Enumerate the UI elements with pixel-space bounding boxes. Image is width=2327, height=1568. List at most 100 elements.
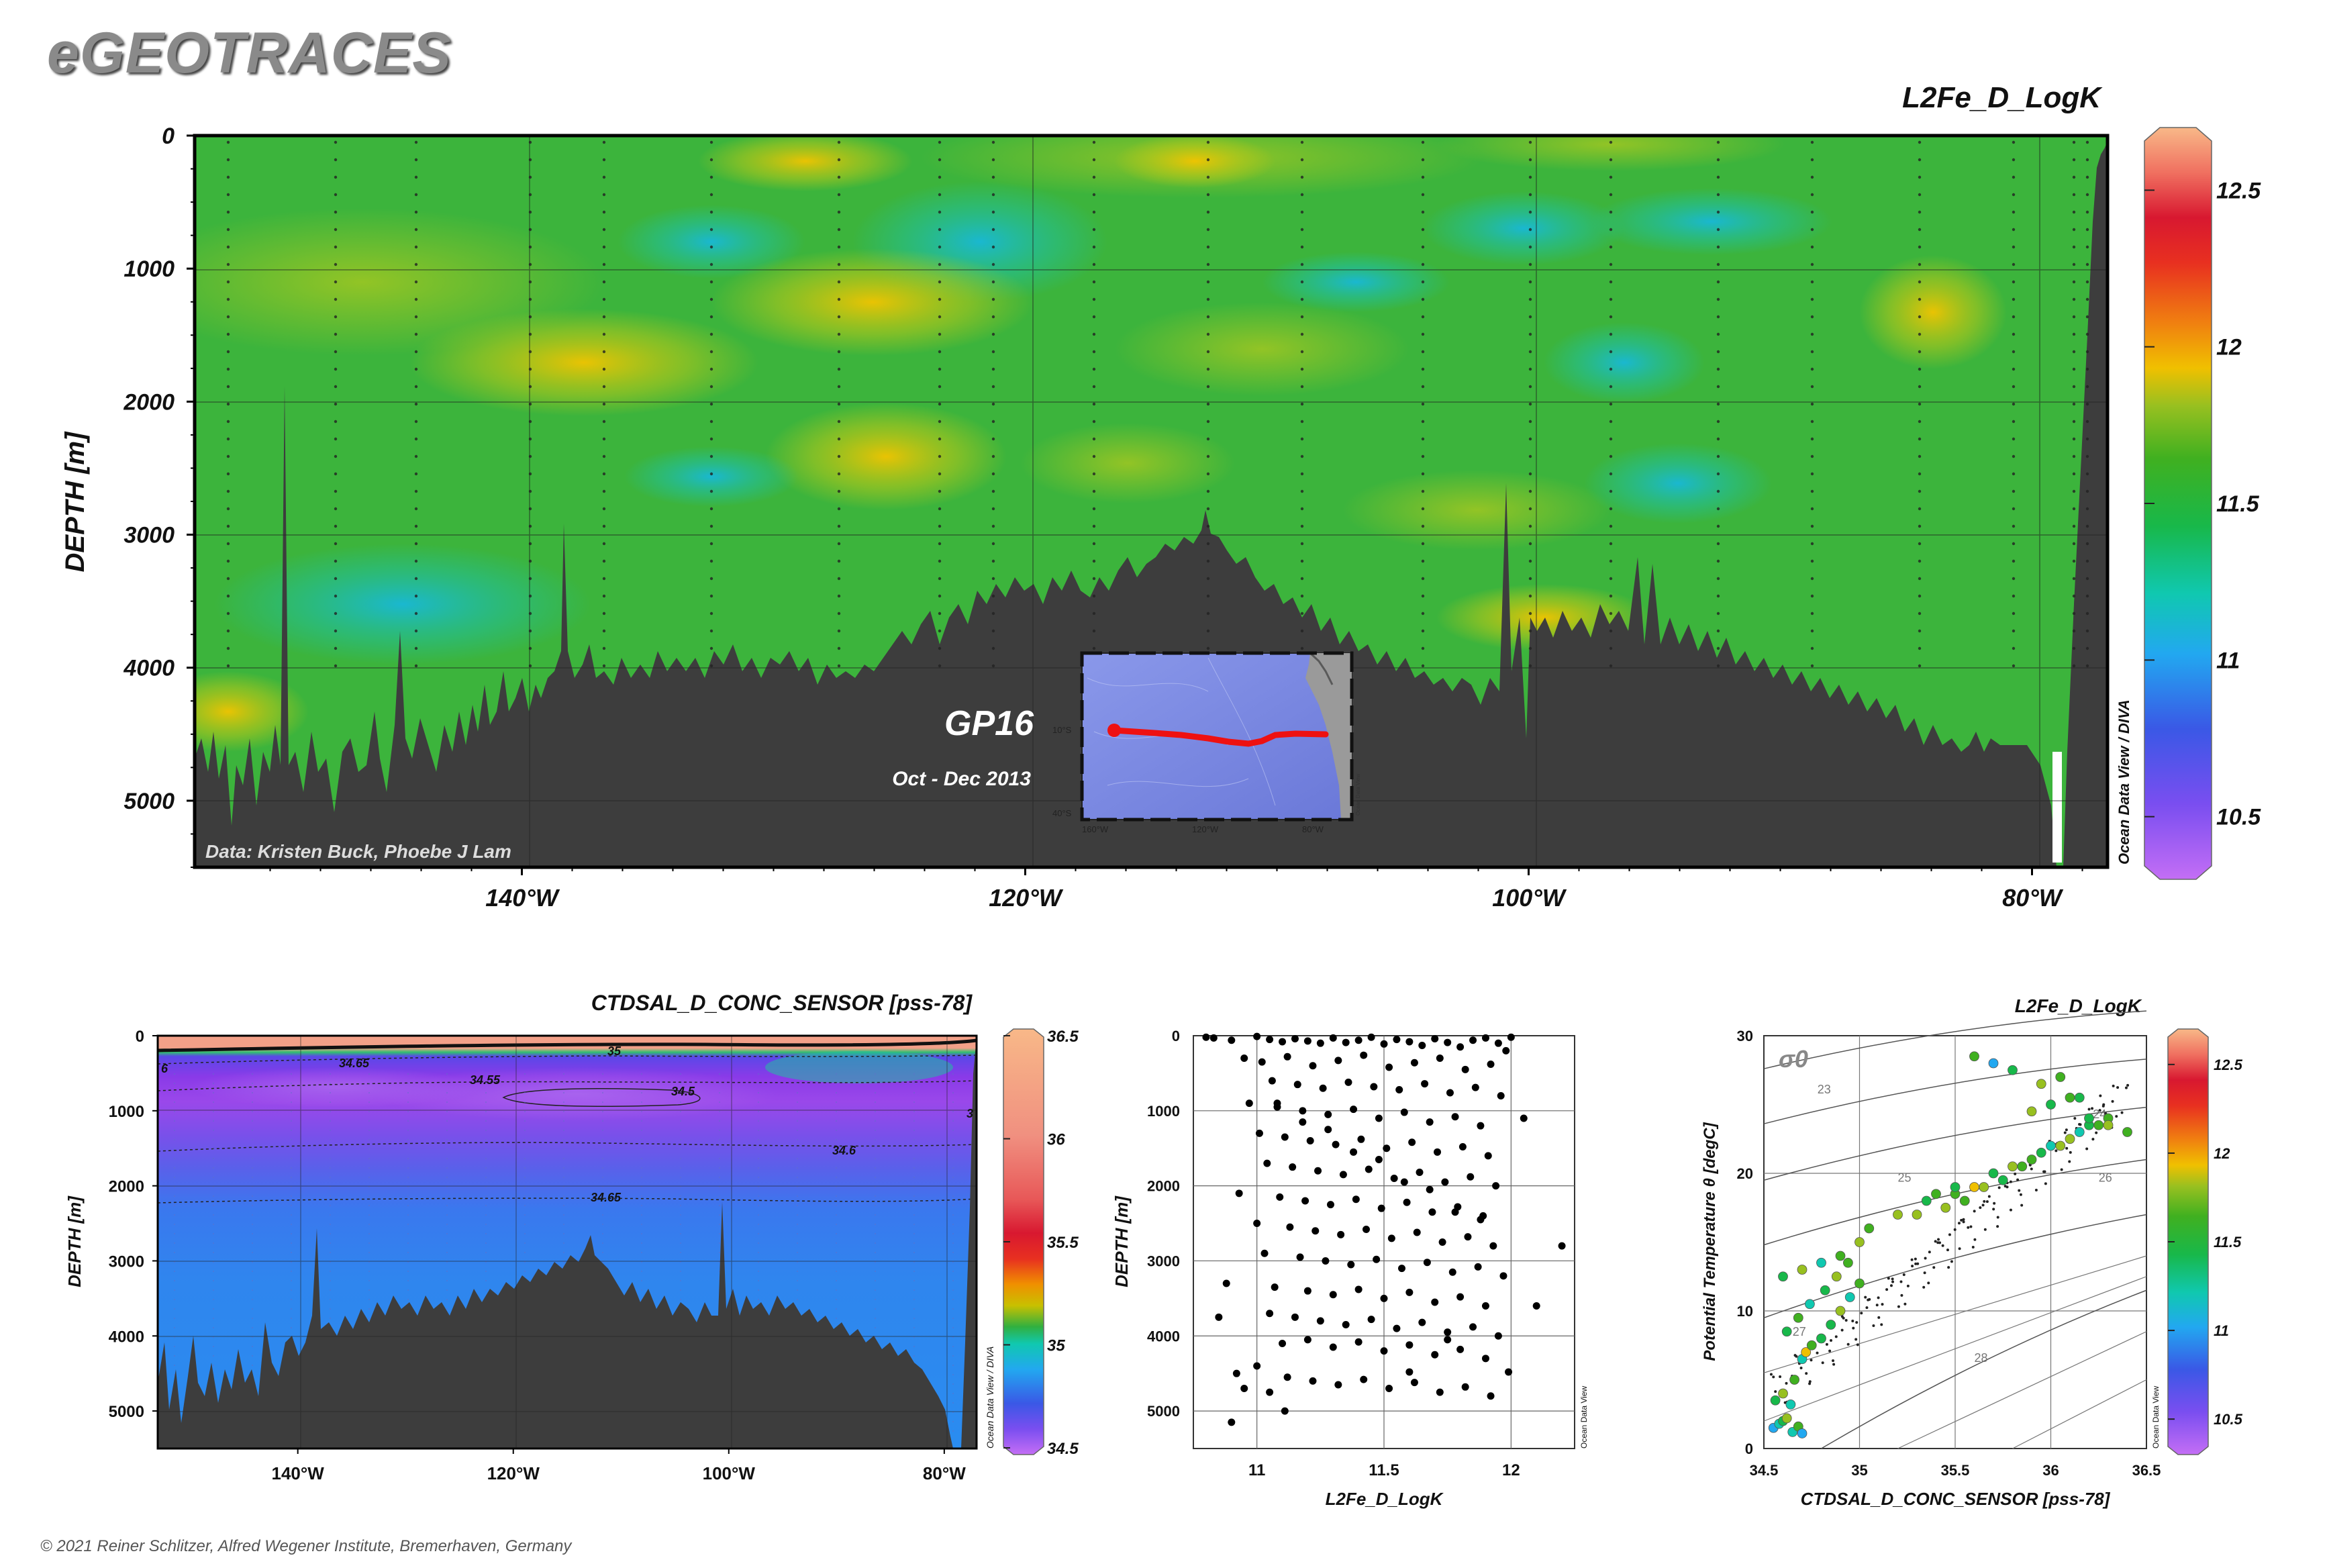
salinity-station-sample: [174, 1111, 175, 1112]
salinity-contour-label: 6: [161, 1062, 168, 1075]
depth-scatter-point: [1279, 1339, 1287, 1347]
ts-point: [2026, 1155, 2037, 1165]
depth-scatter-point: [1431, 1351, 1439, 1359]
salinity-station-sample: [252, 1224, 253, 1225]
ts-ctd-sample: [1852, 1326, 1855, 1330]
salinity-station-sample: [368, 1177, 370, 1178]
salinity-station-sample: [641, 1195, 642, 1197]
depth-scatter-point: [1352, 1195, 1360, 1204]
ts-ctd-sample: [1774, 1390, 1777, 1393]
ts-ctd-sample: [1971, 1246, 1975, 1249]
salinity-x-tick-label: 120°W: [487, 1463, 540, 1483]
main-station-sample: [2012, 367, 2016, 371]
salinity-station-sample: [875, 1177, 876, 1178]
salinity-station-sample: [330, 1195, 331, 1197]
salinity-station-sample: [836, 1308, 837, 1310]
inset-land-south-america: [1305, 653, 1352, 820]
salinity-station-sample: [485, 1224, 487, 1225]
depth-scatter-point: [1367, 1316, 1375, 1324]
depth-scatter-point: [1202, 1033, 1210, 1041]
main-station-sample: [334, 385, 338, 389]
ts-ctd-sample: [1936, 1241, 1940, 1244]
main-station-sample: [334, 280, 338, 284]
main-station-sample: [2072, 472, 2076, 476]
main-station-sample: [226, 454, 230, 458]
ts-ctd-sample: [2063, 1131, 2067, 1134]
salinity-station-sample: [407, 1073, 409, 1075]
main-station-sample: [1300, 559, 1304, 563]
salinity-station-sample: [174, 1233, 175, 1234]
salinity-station-sample: [213, 1205, 214, 1206]
main-station-sample: [528, 472, 532, 476]
main-station-sample: [1810, 350, 1814, 354]
main-seafloor: [195, 141, 2108, 867]
main-station-sample: [1421, 472, 1425, 476]
depth-scatter-point: [1281, 1407, 1289, 1415]
main-station-sample: [1810, 489, 1814, 493]
ts-point: [2046, 1099, 2056, 1110]
salinity-station-sample: [875, 1242, 876, 1244]
main-station-sample: [1300, 245, 1304, 249]
egeotraces-logo: eGEOTRACES: [47, 21, 452, 85]
salinity-station-sample: [252, 1205, 253, 1206]
salinity-station-sample: [719, 1214, 720, 1216]
main-station-sample: [938, 262, 942, 266]
salinity-station-sample: [213, 1158, 214, 1159]
depth-scatter-point: [1469, 1036, 1477, 1044]
main-station-sample: [1716, 577, 1720, 581]
main-station-sample: [938, 175, 942, 179]
salinity-station-sample: [213, 1092, 214, 1093]
main-station-sample: [1300, 507, 1304, 511]
ts-ctd-sample: [1962, 1218, 1965, 1221]
depth-scatter-point: [1283, 1373, 1291, 1381]
main-station-sample: [334, 297, 338, 301]
depth-scatter-point: [1365, 1165, 1373, 1173]
salinity-station-sample: [913, 1120, 915, 1122]
depth-scatter-point: [1477, 1216, 1485, 1224]
salinity-station-sample: [797, 1120, 798, 1122]
salinity-station-sample: [485, 1139, 487, 1140]
ts-ctd-sample: [2091, 1107, 2094, 1110]
ts-ctd-sample: [2009, 1208, 2012, 1212]
ts-ctd-sample: [1934, 1240, 1937, 1243]
main-station-sample: [1421, 489, 1425, 493]
main-station-sample: [1300, 611, 1304, 616]
main-station-sample: [2072, 175, 2076, 179]
salinity-station-sample: [952, 1233, 954, 1234]
ts-ctd-sample: [1967, 1226, 1970, 1229]
salinity-station-sample: [797, 1177, 798, 1178]
salinity-station-sample: [836, 1214, 837, 1216]
salinity-station-sample: [524, 1242, 526, 1244]
depth-scatter-point: [1334, 1381, 1342, 1389]
salinity-station-sample: [602, 1177, 603, 1178]
main-station-sample: [2085, 280, 2089, 284]
salinity-station-sample: [174, 1195, 175, 1197]
depth-scatter-point: [1380, 1040, 1388, 1048]
salinity-station-sample: [719, 1233, 720, 1234]
salinity-station-sample: [291, 1299, 292, 1300]
main-station-sample: [528, 262, 532, 266]
main-station-sample: [528, 577, 532, 581]
main-station-sample: [938, 524, 942, 528]
main-station-sample: [602, 158, 606, 162]
ts-point: [1959, 1195, 1970, 1206]
depth-scatter-point: [1354, 1338, 1363, 1346]
main-station-sample: [1421, 245, 1425, 249]
main-station-sample: [938, 629, 942, 633]
main-station-sample: [2072, 262, 2076, 266]
salinity-colorbar-tick-label: 34.5: [1047, 1440, 1079, 1458]
salinity-station-sample: [680, 1139, 681, 1140]
ts-ctd-sample: [1855, 1321, 1859, 1324]
depth-scatter-point: [1436, 1055, 1444, 1063]
ts-ctd-sample: [1851, 1320, 1854, 1323]
salinity-station-sample: [913, 1280, 915, 1281]
salinity-station-sample: [446, 1271, 448, 1272]
main-station-sample: [1810, 542, 1814, 546]
salinity-station-sample: [913, 1224, 915, 1225]
salinity-station-sample: [291, 1308, 292, 1310]
ts-point: [1835, 1306, 1846, 1316]
depth-scatter-y-label: DEPTH [m]: [1111, 1195, 1132, 1287]
main-station-sample: [1092, 454, 1096, 458]
